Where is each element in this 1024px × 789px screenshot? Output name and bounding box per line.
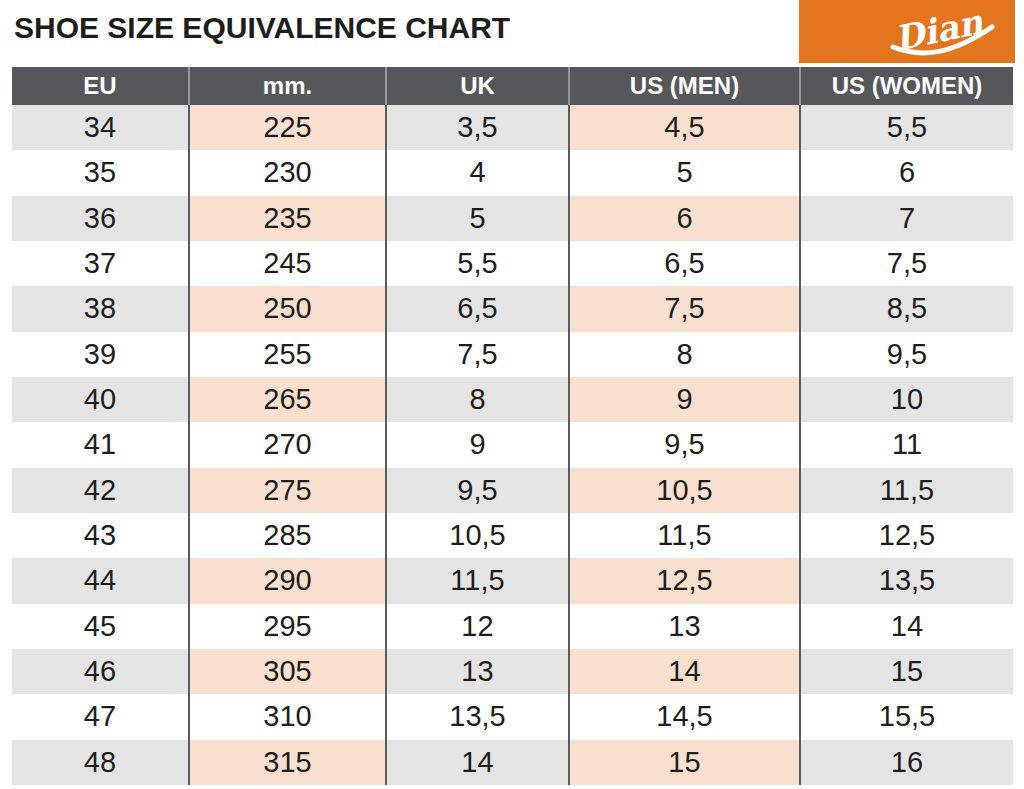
- brand-logo: Dian: [799, 0, 1015, 63]
- table-cell: 255: [188, 332, 385, 377]
- table-cell: 9,5: [799, 332, 1013, 377]
- table-cell: 10,5: [568, 468, 799, 513]
- table-cell: 310: [188, 694, 385, 739]
- table-cell: 11,5: [385, 558, 568, 603]
- table-cell: 38: [12, 286, 188, 331]
- table-cell: 13,5: [385, 694, 568, 739]
- page: SHOE SIZE EQUIVALENCE CHART Dian EUmm.UK…: [0, 0, 1024, 789]
- page-title: SHOE SIZE EQUIVALENCE CHART: [14, 11, 510, 45]
- column-header-uk: UK: [385, 67, 568, 105]
- table-cell: 5: [568, 150, 799, 195]
- table-cell: 12,5: [568, 558, 799, 603]
- table-cell: 14: [385, 740, 568, 785]
- table-cell: 43: [12, 513, 188, 558]
- table-cell: 11,5: [568, 513, 799, 558]
- table-cell: 37: [12, 241, 188, 286]
- table-cell: 16: [799, 740, 1013, 785]
- table-cell: 12: [385, 604, 568, 649]
- table-cell: 41: [12, 422, 188, 467]
- dian-logo-icon: Dian: [799, 0, 1015, 63]
- table-cell: 6,5: [385, 286, 568, 331]
- table-cell: 39: [12, 332, 188, 377]
- table-cell: 235: [188, 196, 385, 241]
- table-cell: 9,5: [385, 468, 568, 513]
- table-cell: 7: [799, 196, 1013, 241]
- table-cell: 44: [12, 558, 188, 603]
- table-cell: 250: [188, 286, 385, 331]
- table-cell: 13: [568, 604, 799, 649]
- table-cell: 13: [385, 649, 568, 694]
- table-cell: 35: [12, 150, 188, 195]
- table-cell: 6,5: [568, 241, 799, 286]
- table-cell: 15,5: [799, 694, 1013, 739]
- table-cell: 11,5: [799, 468, 1013, 513]
- table-cell: 305: [188, 649, 385, 694]
- table-cell: 290: [188, 558, 385, 603]
- table-cell: 7,5: [568, 286, 799, 331]
- table-cell: 7,5: [385, 332, 568, 377]
- column-header-mm: mm.: [188, 67, 385, 105]
- table-cell: 47: [12, 694, 188, 739]
- table-cell: 15: [568, 740, 799, 785]
- table-cell: 11: [799, 422, 1013, 467]
- table-cell: 14,5: [568, 694, 799, 739]
- table-cell: 230: [188, 150, 385, 195]
- table-cell: 45: [12, 604, 188, 649]
- table-cell: 245: [188, 241, 385, 286]
- table-cell: 46: [12, 649, 188, 694]
- column-header-eu: EU: [12, 67, 188, 105]
- table-cell: 8: [385, 377, 568, 422]
- table-cell: 9: [385, 422, 568, 467]
- table-cell: 14: [568, 649, 799, 694]
- column-header-us-men: US (MEN): [568, 67, 799, 105]
- table-cell: 4: [385, 150, 568, 195]
- table-cell: 6: [568, 196, 799, 241]
- table-cell: 12,5: [799, 513, 1013, 558]
- table-cell: 13,5: [799, 558, 1013, 603]
- table-cell: 40: [12, 377, 188, 422]
- table-cell: 5,5: [799, 105, 1013, 150]
- table-cell: 10,5: [385, 513, 568, 558]
- table-cell: 3,5: [385, 105, 568, 150]
- table-cell: 225: [188, 105, 385, 150]
- table-cell: 7,5: [799, 241, 1013, 286]
- table-cell: 270: [188, 422, 385, 467]
- table-cell: 4,5: [568, 105, 799, 150]
- table-cell: 9,5: [568, 422, 799, 467]
- table-cell: 5,5: [385, 241, 568, 286]
- table-cell: 5: [385, 196, 568, 241]
- table-cell: 295: [188, 604, 385, 649]
- table-cell: 275: [188, 468, 385, 513]
- table-cell: 315: [188, 740, 385, 785]
- table-cell: 48: [12, 740, 188, 785]
- table-cell: 285: [188, 513, 385, 558]
- table-cell: 9: [568, 377, 799, 422]
- table-cell: 10: [799, 377, 1013, 422]
- table-cell: 36: [12, 196, 188, 241]
- table-cell: 8: [568, 332, 799, 377]
- table-cell: 14: [799, 604, 1013, 649]
- table-cell: 42: [12, 468, 188, 513]
- table-cell: 265: [188, 377, 385, 422]
- size-chart-table: EUmm.UKUS (MEN)US (WOMEN)342253,54,55,53…: [12, 67, 1013, 785]
- column-header-us-women: US (WOMEN): [799, 67, 1013, 105]
- table-cell: 15: [799, 649, 1013, 694]
- table-cell: 8,5: [799, 286, 1013, 331]
- table-cell: 34: [12, 105, 188, 150]
- table-cell: 6: [799, 150, 1013, 195]
